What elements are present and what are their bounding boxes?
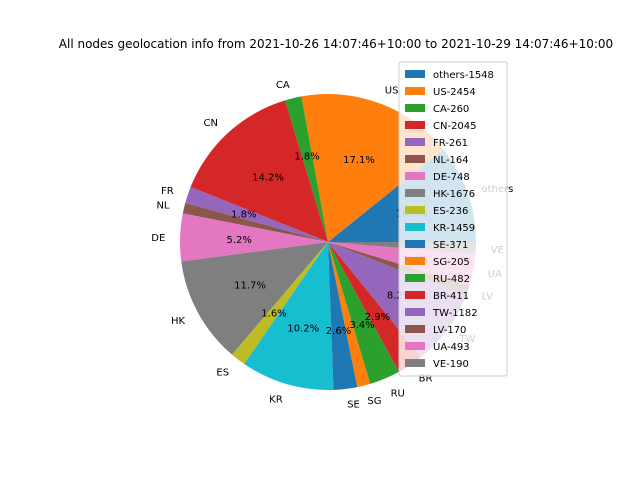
- pie-slice-ru: [328, 242, 399, 384]
- legend-item-tw: TW-1182: [405, 308, 478, 319]
- chart-title: All nodes geolocation info from 2021-10-…: [59, 37, 613, 51]
- legend-label: CN-2045: [433, 121, 477, 132]
- legend-label: DE-748: [433, 172, 470, 183]
- legend-label: FR-261: [433, 138, 468, 149]
- legend-label: KR-1459: [433, 223, 475, 234]
- pie-slice-se: [328, 242, 358, 390]
- legend-item-lv: LV-170: [405, 325, 466, 336]
- legend-item-nl: NL-164: [405, 155, 469, 166]
- pie-slice-es: [232, 242, 328, 365]
- legend-swatch: [405, 325, 425, 333]
- pie-slice-cn: [190, 100, 328, 242]
- legend-label: SE-371: [433, 240, 468, 251]
- legend-swatch: [405, 121, 425, 129]
- legend-item-es: ES-236: [405, 206, 468, 217]
- slice-label-es: ES: [216, 367, 229, 378]
- legend-item-hk: HK-1676: [405, 189, 475, 200]
- slice-label-ca: CA: [276, 80, 290, 91]
- slice-label-us: US: [385, 85, 399, 96]
- slice-label-br: BR: [419, 373, 433, 384]
- legend-label: UA-493: [433, 342, 470, 353]
- legend-item-ua: UA-493: [405, 342, 470, 353]
- legend-label: ES-236: [433, 206, 468, 217]
- slice-label-se: SE: [347, 400, 360, 411]
- legend-label: RU-482: [433, 274, 470, 285]
- percent-label-hk: 11.7%: [234, 281, 266, 292]
- slice-label-ru: RU: [391, 388, 405, 399]
- legend-item-ca: CA-260: [405, 104, 469, 115]
- legend-frame: [398, 61, 508, 377]
- legend-swatch: [405, 359, 425, 367]
- legend-label: VE-190: [433, 359, 469, 370]
- percent-label-cn: 14.2%: [252, 173, 284, 184]
- pie-slice-fr: [185, 186, 328, 242]
- percent-label-fr: 1.8%: [231, 210, 256, 221]
- legend-label: BR-411: [433, 291, 469, 302]
- legend-swatch: [405, 87, 425, 95]
- legend-label: CA-260: [433, 104, 469, 115]
- legend-swatch: [405, 70, 425, 78]
- percent-label-se: 2.6%: [326, 326, 351, 337]
- legend-swatch: [405, 155, 425, 163]
- legend-item-ve: VE-190: [405, 359, 469, 370]
- legend-swatch: [405, 308, 425, 316]
- slice-label-fr: FR: [161, 186, 174, 197]
- slice-label-kr: KR: [269, 394, 283, 405]
- pie-slice-kr: [244, 242, 334, 391]
- pie-slice-de: [180, 213, 328, 262]
- percent-label-us: 17.1%: [343, 155, 375, 166]
- legend-item-br: BR-411: [405, 291, 469, 302]
- legend-swatch: [405, 291, 425, 299]
- slice-label-nl: NL: [156, 201, 169, 212]
- percent-label-es: 1.6%: [261, 309, 286, 320]
- legend: others-1548 US-2454 CA-260 CN-2045 FR-261 NL-…: [398, 61, 508, 377]
- legend-item-fr: FR-261: [405, 138, 468, 149]
- slice-label-hk: HK: [171, 316, 186, 327]
- legend-swatch: [405, 104, 425, 112]
- slice-label-sg: SG: [367, 396, 381, 407]
- percent-label-br: 2.9%: [365, 312, 390, 323]
- legend-label: SG-205: [433, 257, 470, 268]
- percent-label-de: 5.2%: [226, 235, 251, 246]
- pie-slice-hk: [181, 242, 328, 355]
- legend-item-de: DE-748: [405, 172, 470, 183]
- legend-item-sg: SG-205: [405, 257, 470, 268]
- percent-label-ca: 1.8%: [294, 152, 319, 163]
- legend-swatch: [405, 257, 425, 265]
- legend-swatch: [405, 342, 425, 350]
- legend-label: US-2454: [433, 87, 476, 98]
- legend-item-us: US-2454: [405, 87, 476, 98]
- legend-swatch: [405, 206, 425, 214]
- legend-label: TW-1182: [432, 308, 478, 319]
- slice-label-de: DE: [151, 233, 165, 244]
- percent-label-kr: 10.2%: [287, 323, 319, 334]
- legend-item-kr: KR-1459: [405, 223, 475, 234]
- legend-swatch: [405, 223, 425, 231]
- percent-label-ru: 3.4%: [349, 320, 374, 331]
- pie-slice-br: [328, 242, 422, 372]
- legend-label: others-1548: [433, 70, 494, 81]
- legend-label: HK-1676: [433, 189, 475, 200]
- pie-slice-sg: [328, 242, 371, 388]
- pie-slices: [180, 93, 477, 391]
- legend-swatch: [405, 138, 425, 146]
- legend-item-cn: CN-2045: [405, 121, 477, 132]
- legend-item-ru: RU-482: [405, 274, 470, 285]
- legend-swatch: [405, 274, 425, 282]
- legend-label: LV-170: [433, 325, 466, 336]
- legend-label: NL-164: [433, 155, 469, 166]
- legend-swatch: [405, 172, 425, 180]
- legend-swatch: [405, 189, 425, 197]
- pie-slice-nl: [182, 202, 328, 242]
- legend-item-others: others-1548: [405, 70, 494, 81]
- legend-item-se: SE-371: [405, 240, 468, 251]
- slice-label-cn: CN: [204, 118, 218, 129]
- legend-swatch: [405, 240, 425, 248]
- pie-slice-ca: [285, 96, 328, 242]
